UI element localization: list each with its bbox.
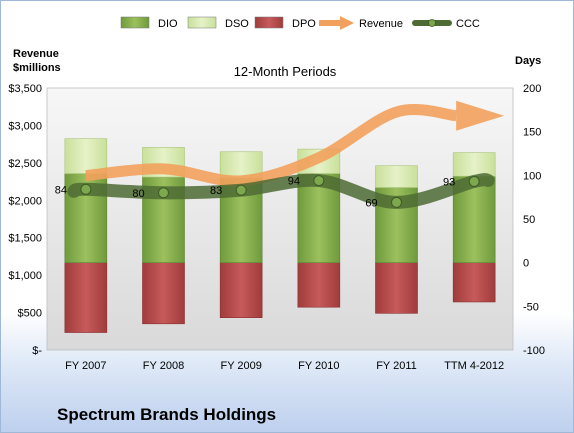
- bar-dpo: [142, 262, 185, 325]
- right-tick-label: 200: [523, 83, 541, 95]
- right-tick-label: 0: [523, 258, 529, 270]
- left-tick-label: $2,500: [8, 158, 42, 170]
- right-tick-label: 50: [523, 214, 535, 226]
- right-axis: -100 -50 0 50 100 150 200: [523, 83, 545, 357]
- left-tick-label: $3,000: [8, 120, 42, 132]
- legend-label: DIO: [158, 18, 178, 30]
- right-tick-label: 100: [523, 170, 541, 182]
- plot-area: [46, 87, 514, 351]
- revenue-line: [85, 104, 457, 187]
- bar-dso: [64, 138, 108, 174]
- legend: DIO DSO DPO Revenue CCC: [120, 16, 480, 30]
- right-axis-title: Days: [515, 55, 541, 67]
- right-tick-label: -100: [523, 345, 545, 357]
- bar-dso: [375, 165, 418, 188]
- ccc-series: 84 80 83 94 69 93: [55, 173, 495, 209]
- ccc-point: [158, 187, 169, 199]
- ccc-point: [235, 184, 247, 196]
- ccc-point: [80, 183, 92, 195]
- left-tick-label: $1,500: [8, 233, 42, 245]
- left-tick-label: $1,000: [8, 270, 42, 282]
- ccc-point: [313, 175, 325, 187]
- bar-dso: [452, 152, 496, 177]
- left-tick-label: $500: [18, 308, 42, 320]
- revenue-arrowhead: [456, 100, 505, 131]
- legend-label: Revenue: [359, 18, 403, 30]
- revenue-series: [85, 100, 505, 187]
- x-tick-label: FY 2010: [298, 360, 339, 372]
- legend-ccc-dot: [428, 19, 436, 27]
- legend-label: DSO: [225, 18, 249, 30]
- legend-label: CCC: [456, 18, 480, 30]
- bar-dpo: [219, 262, 263, 318]
- ccc-data-label: 84: [55, 184, 67, 196]
- legend-swatch-dpo: [254, 16, 284, 29]
- chart-title: 12-Month Periods: [234, 64, 337, 79]
- x-tick-label: FY 2007: [65, 360, 106, 372]
- right-tick-label: -50: [523, 301, 539, 313]
- bar-dpo: [452, 262, 496, 303]
- left-tick-label: $3,500: [8, 83, 42, 95]
- ccc-point: [391, 196, 402, 208]
- left-axis-title-line1: Revenue: [13, 48, 59, 60]
- ccc-data-label: 69: [365, 197, 377, 209]
- bar-dpo: [375, 262, 418, 314]
- company-name: Spectrum Brands Holdings: [57, 405, 277, 424]
- ccc-data-label: 94: [288, 176, 300, 188]
- left-tick-label: $-: [32, 345, 42, 357]
- left-axis: $- $500 $1,000 $1,500 $2,000 $2,500 $3,000 $3,5…: [8, 83, 42, 357]
- ccc-line: [67, 173, 495, 209]
- legend-swatch-dio: [120, 16, 150, 29]
- right-tick-label: 150: [523, 127, 541, 139]
- x-tick-label: FY 2011: [376, 360, 417, 372]
- x-tick-label: FY 2008: [143, 360, 184, 372]
- left-axis-title-line2: $millions: [13, 62, 61, 74]
- ccc-data-label: 80: [132, 188, 144, 200]
- bar-dpo: [64, 262, 108, 333]
- legend-swatch-dso: [187, 16, 217, 29]
- legend-arrow-icon: [340, 16, 354, 30]
- ccc-point: [468, 175, 480, 187]
- x-axis: FY 2007 FY 2008 FY 2009 FY 2010 FY 2011 TTM 4…: [65, 360, 504, 372]
- ccc-data-label: 83: [210, 185, 222, 197]
- ccc-data-label: 93: [443, 176, 455, 188]
- x-tick-label: TTM 4-2012: [444, 360, 504, 372]
- x-tick-label: FY 2009: [220, 360, 261, 372]
- left-tick-label: $2,000: [8, 195, 42, 207]
- legend-label: DPO: [292, 18, 316, 30]
- bar-dpo: [297, 262, 341, 308]
